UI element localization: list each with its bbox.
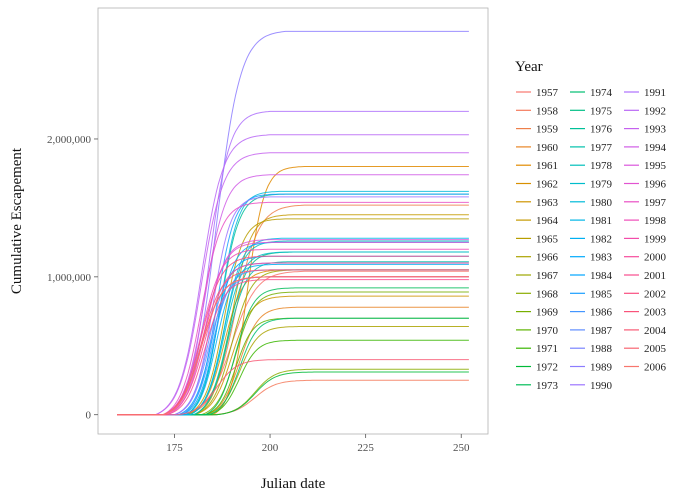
legend-label-1990: 1990 bbox=[590, 380, 613, 392]
legend-label-1987: 1987 bbox=[590, 325, 613, 337]
legend-label-1983: 1983 bbox=[590, 252, 613, 264]
y-axis-title: Cumulative Escapement bbox=[9, 147, 25, 294]
legend-label-1960: 1960 bbox=[536, 142, 559, 154]
x-tick-label: 225 bbox=[357, 442, 374, 454]
legend-label-2004: 2004 bbox=[644, 325, 667, 337]
legend-label-1981: 1981 bbox=[590, 215, 612, 227]
series-line-1997 bbox=[117, 201, 469, 416]
series-line-2000 bbox=[117, 262, 469, 416]
legend-label-1964: 1964 bbox=[536, 215, 559, 227]
legend-label-1972: 1972 bbox=[536, 362, 558, 374]
legend-label-1969: 1969 bbox=[536, 307, 559, 319]
legend-label-1993: 1993 bbox=[644, 124, 667, 136]
series-line-2001 bbox=[117, 279, 469, 416]
legend-title: Year bbox=[515, 59, 543, 75]
legend-label-1968: 1968 bbox=[536, 288, 559, 300]
legend-label-1988: 1988 bbox=[590, 343, 613, 355]
legend-label-1965: 1965 bbox=[536, 233, 559, 245]
legend-label-1961: 1961 bbox=[536, 160, 558, 172]
series-layer bbox=[117, 30, 469, 416]
legend-label-1989: 1989 bbox=[590, 362, 613, 374]
series-line-1993 bbox=[117, 152, 469, 416]
y-tick-label: 0 bbox=[86, 410, 92, 422]
legend-label-1974: 1974 bbox=[590, 87, 613, 99]
legend-label-2002: 2002 bbox=[644, 288, 666, 300]
legend-label-1986: 1986 bbox=[590, 307, 613, 319]
series-line-2006 bbox=[117, 276, 469, 416]
series-line-1996 bbox=[117, 241, 469, 416]
series-line-1992 bbox=[117, 134, 469, 416]
x-tick-label: 200 bbox=[262, 442, 279, 454]
legend-label-1994: 1994 bbox=[644, 142, 667, 154]
legend-label-1991: 1991 bbox=[644, 87, 666, 99]
series-line-2002 bbox=[117, 255, 469, 416]
legend-label-1973: 1973 bbox=[536, 380, 559, 392]
legend-label-1957: 1957 bbox=[536, 87, 559, 99]
legend-label-1979: 1979 bbox=[590, 179, 613, 191]
x-axis-title: Julian date bbox=[261, 476, 326, 492]
legend-label-2006: 2006 bbox=[644, 362, 667, 374]
legend-label-1978: 1978 bbox=[590, 160, 613, 172]
legend-label-1959: 1959 bbox=[536, 124, 559, 136]
legend-label-1967: 1967 bbox=[536, 270, 559, 282]
legend-label-1971: 1971 bbox=[536, 343, 558, 355]
plot-panel bbox=[97, 7, 489, 435]
legend-label-1980: 1980 bbox=[590, 197, 613, 209]
legend-label-1966: 1966 bbox=[536, 252, 559, 264]
legend-label-2001: 2001 bbox=[644, 270, 666, 282]
legend-label-1958: 1958 bbox=[536, 105, 559, 117]
legend-label-2003: 2003 bbox=[644, 307, 667, 319]
legend-label-1997: 1997 bbox=[644, 197, 667, 209]
legend-label-1998: 1998 bbox=[644, 215, 667, 227]
legend-label-2000: 2000 bbox=[644, 252, 667, 264]
y-tick-label: 2,000,000 bbox=[47, 134, 92, 146]
legend-label-1995: 1995 bbox=[644, 160, 667, 172]
legend-label-2005: 2005 bbox=[644, 343, 667, 355]
legend-label-1992: 1992 bbox=[644, 105, 666, 117]
legend-label-1984: 1984 bbox=[590, 270, 613, 282]
x-tick-label: 175 bbox=[166, 442, 183, 454]
legend-label-1982: 1982 bbox=[590, 233, 612, 245]
x-tick-label: 250 bbox=[453, 442, 470, 454]
series-line-1995 bbox=[117, 239, 469, 416]
x-axis-ticks: 175 200 225 250 bbox=[166, 434, 470, 454]
y-axis-ticks: 0 1,000,000 2,000,000 bbox=[47, 134, 98, 422]
legend-label-1962: 1962 bbox=[536, 179, 558, 191]
legend-label-1999: 1999 bbox=[644, 233, 667, 245]
legend-label-1996: 1996 bbox=[644, 179, 667, 191]
legend-label-1977: 1977 bbox=[590, 142, 613, 154]
legend-label-1976: 1976 bbox=[590, 124, 613, 136]
legend-label-1985: 1985 bbox=[590, 288, 613, 300]
legend-label-1975: 1975 bbox=[590, 105, 613, 117]
y-tick-label: 1,000,000 bbox=[47, 272, 92, 284]
series-line-2004 bbox=[117, 359, 469, 416]
legend-label-1970: 1970 bbox=[536, 325, 559, 337]
legend: 1957 1958 1959 1960 1961 1962 1963 1964 1965 1966… bbox=[516, 87, 667, 392]
legend-label-1963: 1963 bbox=[536, 197, 559, 209]
